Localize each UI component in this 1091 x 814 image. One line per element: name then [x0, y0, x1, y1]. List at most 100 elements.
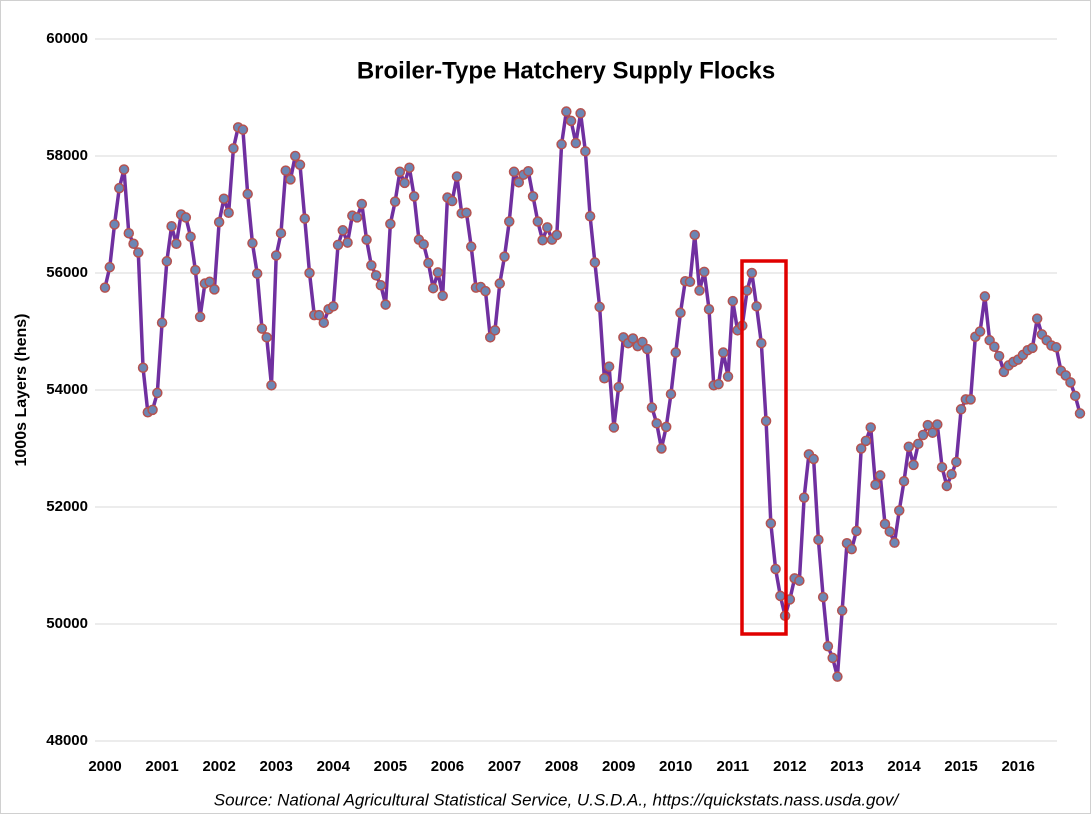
data-point	[851, 525, 862, 537]
source-note: Source: National Agricultural Statistica…	[214, 790, 901, 809]
y-tick-label: 48000	[46, 732, 88, 749]
data-point	[746, 267, 758, 279]
data-point	[927, 427, 938, 438]
data-point	[641, 343, 653, 355]
data-point	[356, 198, 368, 210]
data-point	[361, 234, 372, 245]
y-tick-label: 52000	[46, 498, 88, 515]
data-point	[204, 276, 215, 288]
data-point	[965, 394, 976, 405]
data-point	[913, 438, 924, 450]
data-point	[955, 404, 967, 415]
data-point	[104, 261, 116, 273]
y-axis-label: 1000s Layers (hens)	[13, 314, 30, 467]
data-point	[408, 191, 420, 202]
data-point	[123, 227, 135, 239]
data-point	[280, 165, 291, 176]
x-tick-label: 2002	[202, 758, 235, 775]
data-point	[608, 422, 620, 433]
x-tick-label: 2001	[145, 758, 178, 775]
data-point	[313, 309, 325, 321]
data-point	[817, 591, 829, 603]
data-point	[941, 480, 953, 492]
data-point	[451, 171, 463, 182]
data-point	[713, 378, 724, 390]
data-point	[532, 216, 544, 227]
data-point	[989, 341, 1000, 352]
data-point	[418, 239, 429, 250]
data-point	[827, 652, 838, 664]
data-point	[180, 212, 192, 223]
data-point	[798, 492, 810, 503]
data-point	[993, 350, 1005, 362]
data-point	[147, 404, 158, 416]
data-point	[213, 216, 225, 228]
data-point	[380, 299, 391, 310]
data-point	[489, 325, 501, 336]
data-point	[670, 347, 681, 358]
data-point	[499, 251, 510, 262]
data-point	[770, 563, 781, 575]
data-point	[699, 266, 710, 278]
data-point	[722, 371, 734, 382]
data-point	[375, 280, 387, 291]
data-point	[865, 422, 876, 433]
data-point	[974, 326, 986, 337]
data-point	[570, 137, 582, 149]
data-point	[171, 238, 182, 249]
data-point	[389, 196, 401, 207]
data-point	[133, 247, 144, 258]
data-point	[741, 285, 753, 296]
data-point	[370, 270, 382, 281]
data-point	[894, 505, 905, 516]
data-point	[513, 177, 525, 188]
x-tick-label: 2011	[717, 758, 750, 775]
x-tick-label: 2005	[374, 758, 407, 775]
data-point	[527, 191, 539, 202]
data-point	[161, 256, 173, 267]
data-point	[855, 443, 867, 454]
data-point	[537, 234, 548, 246]
data-point	[480, 285, 491, 297]
data-point	[822, 640, 834, 652]
data-point	[660, 421, 672, 433]
data-point	[1060, 370, 1071, 381]
data-point	[270, 250, 282, 261]
y-tick-label: 54000	[46, 381, 88, 398]
data-point	[342, 237, 353, 248]
data-point	[209, 284, 220, 295]
data-point	[756, 337, 767, 349]
data-point	[979, 291, 991, 302]
data-point	[703, 304, 715, 315]
x-tick-label: 2012	[773, 758, 806, 775]
data-point	[461, 207, 472, 218]
data-point	[613, 381, 624, 393]
data-point	[285, 174, 296, 185]
data-point	[1031, 313, 1043, 324]
data-point	[917, 429, 929, 441]
data-point	[351, 212, 363, 223]
data-point	[760, 415, 772, 427]
x-tick-label: 2010	[659, 758, 692, 775]
data-point	[675, 307, 686, 319]
data-point	[561, 106, 572, 117]
x-tick-label: 2007	[488, 758, 521, 775]
data-point	[836, 605, 848, 616]
data-point	[684, 276, 696, 288]
data-point	[1074, 408, 1086, 419]
data-point	[556, 139, 567, 150]
x-tick-label: 2014	[887, 758, 921, 775]
y-tick-label: 58000	[46, 147, 88, 164]
data-point	[936, 461, 948, 473]
data-point	[908, 459, 919, 471]
data-point	[575, 108, 586, 119]
data-point	[185, 231, 196, 242]
data-point	[394, 166, 406, 178]
x-tick-label: 2015	[944, 758, 977, 775]
data-point	[1069, 390, 1081, 402]
data-point	[318, 317, 330, 328]
y-tick-label: 60000	[46, 30, 88, 47]
data-point	[399, 177, 410, 189]
x-tick-label: 2008	[545, 758, 578, 775]
